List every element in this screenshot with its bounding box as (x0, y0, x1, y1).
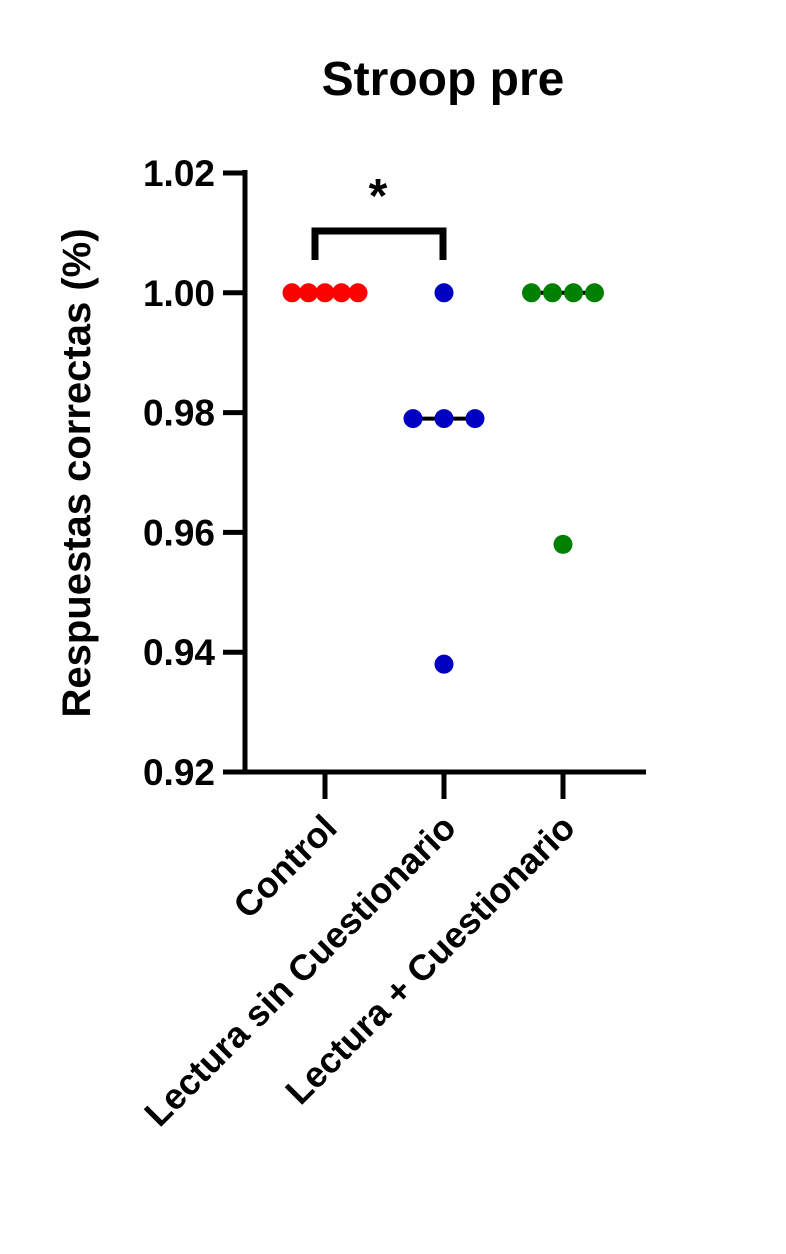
x-tick-label: Control (225, 807, 344, 926)
data-point (522, 283, 541, 303)
data-point (585, 283, 604, 303)
significance-label: * (369, 170, 388, 223)
data-point (465, 409, 485, 429)
y-tick-label: 0.94 (143, 632, 215, 673)
data-point (348, 283, 368, 303)
data-point (434, 654, 454, 674)
data-point (434, 283, 454, 303)
data-point (299, 283, 318, 303)
y-tick-label: 1.00 (143, 273, 215, 314)
y-tick-label: 0.96 (143, 512, 215, 553)
y-tick-label: 0.92 (143, 752, 215, 793)
significance-bracket (311, 227, 447, 260)
data-point (543, 283, 562, 303)
data-point (332, 283, 351, 303)
y-tick-label: 1.02 (143, 153, 215, 194)
data-point (434, 409, 454, 429)
data-point (553, 534, 573, 554)
data-point (564, 283, 583, 303)
y-axis-label: Respuestas correctas (%) (55, 228, 99, 717)
y-tick-label: 0.98 (143, 393, 215, 434)
chart-title: Stroop pre (322, 53, 565, 106)
data-point (403, 409, 423, 429)
data-point (282, 283, 302, 303)
data-point (315, 283, 335, 303)
